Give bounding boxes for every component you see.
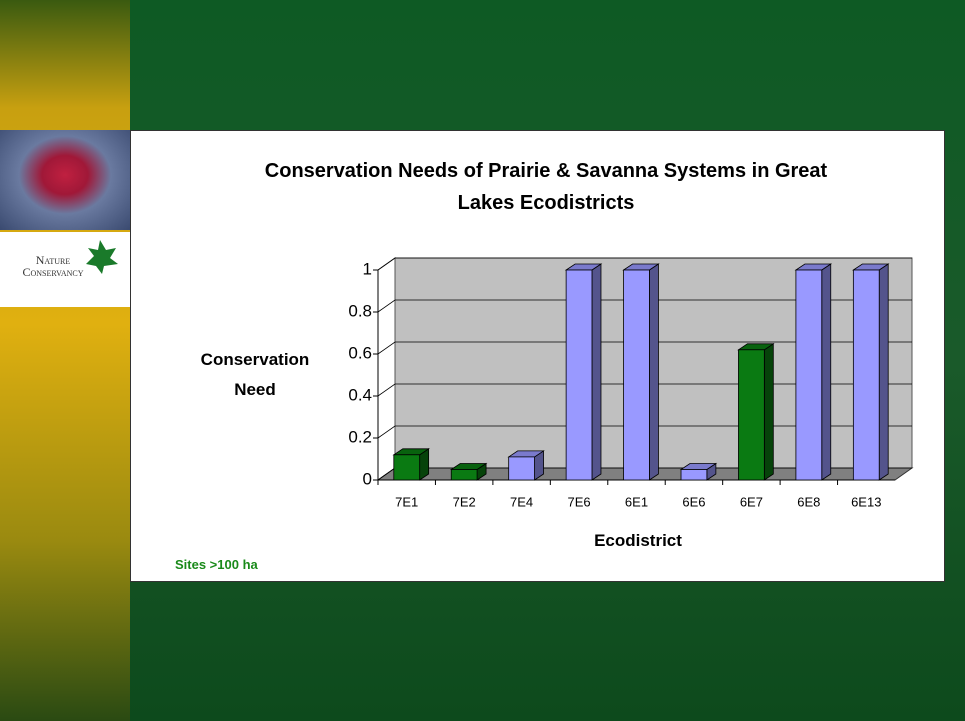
chart-title: Conservation Needs of Prairie & Savanna … bbox=[236, 155, 856, 219]
y-axis-label: Conservation Need bbox=[180, 345, 330, 405]
bar bbox=[566, 270, 592, 480]
bar-side bbox=[764, 344, 773, 480]
chart: 0 0.2 0.4 0.6 0.8 1 7E1 7E2 7E4 7E6 6E1 6E6 6E7 6E8 6E… bbox=[0, 0, 965, 721]
annotation: Sites >100 ha bbox=[175, 557, 258, 572]
y-tick-label: 0.2 bbox=[348, 427, 372, 446]
bar bbox=[738, 350, 764, 480]
bar bbox=[681, 470, 707, 481]
x-tick-label: 7E4 bbox=[510, 494, 533, 509]
x-tick-label: 7E6 bbox=[567, 494, 590, 509]
bar bbox=[624, 270, 650, 480]
slide: Nature Conservancy 00.20.40.60.817E17E27… bbox=[0, 0, 965, 721]
x-tick-label: 6E7 bbox=[740, 494, 763, 509]
x-tick-label: 6E8 bbox=[797, 494, 820, 509]
x-tick-label: 7E2 bbox=[453, 494, 476, 509]
bar bbox=[394, 455, 420, 480]
bar-side bbox=[592, 264, 601, 480]
x-axis-label: Ecodistrict bbox=[538, 531, 738, 551]
y-tick-label: 0 bbox=[363, 469, 372, 488]
y-tick-label: 0.8 bbox=[348, 301, 372, 320]
x-tick-label: 6E1 bbox=[625, 494, 648, 509]
y-tick-label: 0.4 bbox=[348, 385, 372, 404]
bar-side bbox=[822, 264, 831, 480]
x-tick-label: 7E1 bbox=[395, 494, 418, 509]
bar bbox=[796, 270, 822, 480]
bar-side bbox=[649, 264, 658, 480]
x-tick-label: 6E6 bbox=[682, 494, 705, 509]
bar bbox=[509, 457, 535, 480]
bar-side bbox=[879, 264, 888, 480]
y-tick-label: 0.6 bbox=[348, 343, 372, 362]
x-tick-label: 6E13 bbox=[851, 494, 881, 509]
bar bbox=[451, 470, 477, 481]
bar bbox=[853, 270, 879, 480]
y-tick-label: 1 bbox=[363, 259, 372, 278]
side-wall bbox=[378, 258, 395, 480]
